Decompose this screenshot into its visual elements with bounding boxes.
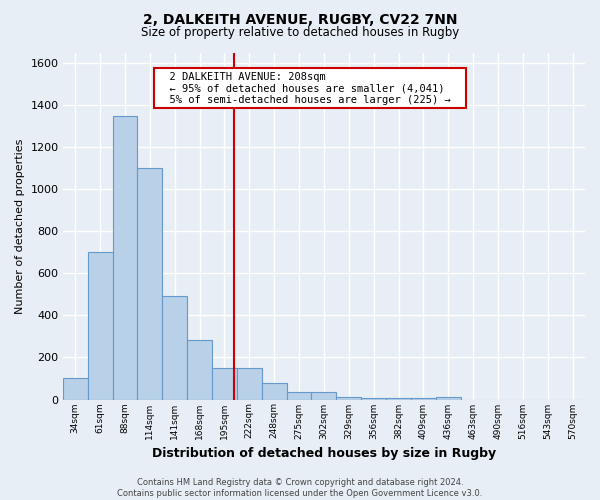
Bar xyxy=(237,368,262,400)
Bar xyxy=(337,398,361,400)
Text: 2 DALKEITH AVENUE: 208sqm  
  ← 95% of detached houses are smaller (4,041)  
  5: 2 DALKEITH AVENUE: 208sqm ← 95% of detac… xyxy=(157,72,463,105)
Bar xyxy=(113,116,137,400)
Bar xyxy=(311,392,337,400)
Bar xyxy=(187,340,212,400)
Text: Contains HM Land Registry data © Crown copyright and database right 2024.
Contai: Contains HM Land Registry data © Crown c… xyxy=(118,478,482,498)
Text: 2, DALKEITH AVENUE, RUGBY, CV22 7NN: 2, DALKEITH AVENUE, RUGBY, CV22 7NN xyxy=(143,12,457,26)
Bar xyxy=(287,392,311,400)
Y-axis label: Number of detached properties: Number of detached properties xyxy=(15,138,25,314)
X-axis label: Distribution of detached houses by size in Rugby: Distribution of detached houses by size … xyxy=(152,447,496,460)
Text: Size of property relative to detached houses in Rugby: Size of property relative to detached ho… xyxy=(141,26,459,39)
Bar xyxy=(411,398,436,400)
Bar xyxy=(163,296,187,400)
Bar xyxy=(262,382,287,400)
Bar xyxy=(361,398,386,400)
Bar xyxy=(212,368,237,400)
Bar xyxy=(88,252,113,400)
Bar xyxy=(386,398,411,400)
Bar xyxy=(63,378,88,400)
Bar xyxy=(436,398,461,400)
Bar xyxy=(137,168,163,400)
